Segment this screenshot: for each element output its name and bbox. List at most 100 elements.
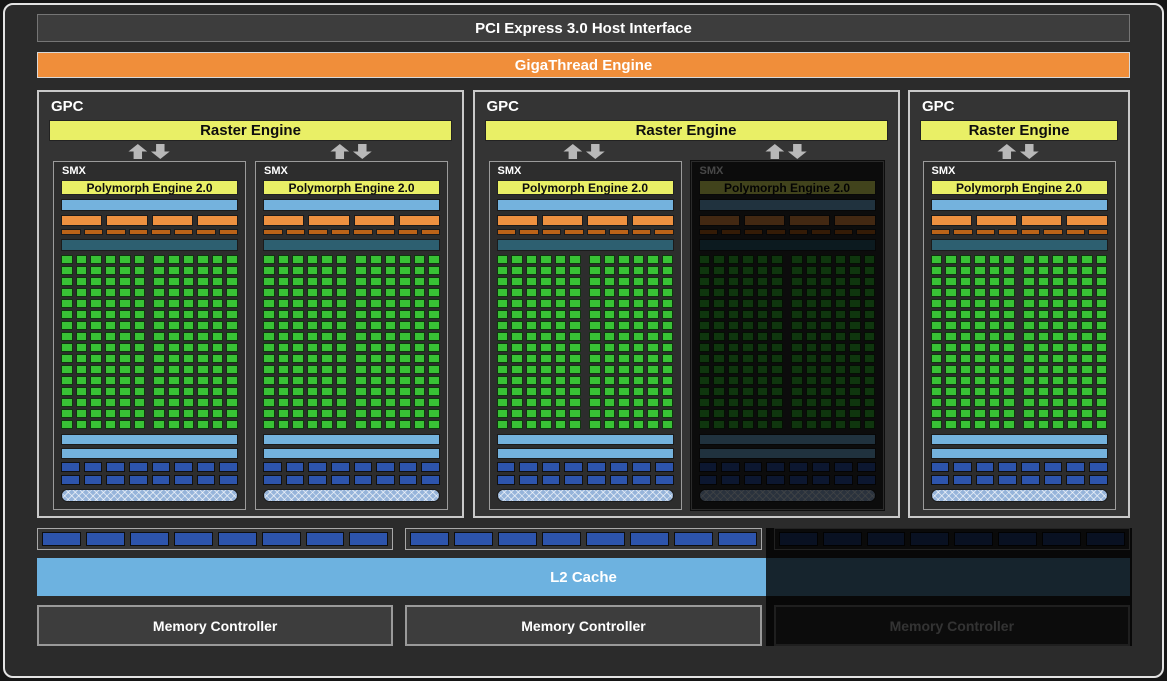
cuda-core	[496, 277, 509, 286]
cuda-core	[1081, 420, 1093, 429]
cuda-core	[849, 310, 861, 319]
cuda-core	[618, 277, 630, 286]
cuda-core	[168, 365, 180, 374]
cuda-core	[540, 332, 552, 341]
rop-unit	[349, 532, 389, 546]
core-row	[930, 288, 1108, 297]
arrow-row	[918, 144, 1120, 159]
cache-bar	[496, 434, 674, 445]
cuda-core	[384, 310, 397, 319]
dispatch-slot	[285, 229, 305, 235]
cuda-core	[277, 310, 290, 319]
cuda-core	[511, 376, 523, 385]
cuda-core	[771, 266, 783, 275]
cuda-core	[370, 277, 382, 286]
smx-label: SMX	[931, 165, 956, 177]
cuda-core	[90, 310, 102, 319]
cuda-core	[959, 409, 972, 418]
cuda-core	[820, 310, 832, 319]
ldst-unit	[376, 462, 395, 472]
cuda-core	[428, 332, 440, 341]
cuda-core	[727, 266, 740, 275]
cuda-core	[713, 365, 725, 374]
cuda-core	[698, 310, 711, 319]
rop-unit	[410, 532, 450, 546]
cuda-core	[496, 343, 509, 352]
cuda-core	[119, 310, 131, 319]
cuda-core	[75, 310, 88, 319]
pci-host-interface-bar: PCI Express 3.0 Host Interface	[37, 14, 1130, 42]
cuda-core	[727, 354, 740, 363]
cuda-core	[618, 321, 630, 330]
cuda-core	[756, 332, 769, 341]
cuda-core	[945, 288, 957, 297]
cuda-core	[525, 288, 538, 297]
cuda-core	[588, 255, 601, 264]
dispatch-slot	[586, 229, 606, 235]
warp-scheduler-slot	[398, 215, 440, 226]
cuda-core	[849, 354, 861, 363]
cuda-core	[321, 299, 333, 308]
cuda-core	[945, 266, 957, 275]
cuda-core	[413, 387, 426, 396]
cuda-core	[226, 387, 238, 396]
cuda-core	[133, 266, 146, 275]
cuda-core	[226, 299, 238, 308]
core-row	[496, 376, 674, 385]
cuda-core	[849, 321, 861, 330]
cuda-core	[713, 409, 725, 418]
cuda-core	[1081, 387, 1093, 396]
cuda-core	[756, 288, 769, 297]
cuda-core	[661, 255, 674, 264]
cuda-core	[119, 387, 131, 396]
cuda-core	[618, 398, 630, 407]
cuda-core	[1095, 343, 1108, 352]
cuda-core	[277, 332, 290, 341]
cuda-core	[413, 255, 426, 264]
cuda-core	[790, 255, 803, 264]
core-row	[61, 255, 238, 264]
cuda-core	[61, 376, 73, 385]
cuda-core	[698, 255, 711, 264]
ldst-unit	[587, 462, 606, 472]
ldst-grid	[930, 462, 1108, 485]
cuda-core	[168, 266, 180, 275]
cuda-core	[588, 310, 601, 319]
cuda-core	[511, 354, 523, 363]
cuda-core	[1003, 255, 1015, 264]
core-row	[496, 420, 674, 429]
cuda-core	[661, 288, 674, 297]
core-row	[930, 332, 1108, 341]
polymorph-engine-bar: Polymorph Engine 2.0	[930, 180, 1108, 195]
cuda-core	[263, 299, 275, 308]
cuda-core	[1095, 288, 1108, 297]
core-row	[698, 288, 876, 297]
cuda-core	[756, 365, 769, 374]
dispatch-slot	[1020, 229, 1040, 235]
ldst-grid	[61, 462, 238, 485]
cuda-core	[713, 321, 725, 330]
cuda-core	[226, 343, 238, 352]
cuda-core	[771, 343, 783, 352]
cuda-core	[413, 398, 426, 407]
ldst-unit	[698, 475, 718, 485]
cuda-core	[61, 409, 73, 418]
disabled-region-overlay	[765, 528, 1132, 646]
cuda-core	[1022, 420, 1035, 429]
cuda-core	[511, 255, 523, 264]
core-row	[496, 343, 674, 352]
cuda-core	[632, 376, 645, 385]
cuda-core	[618, 266, 630, 275]
cuda-core	[698, 288, 711, 297]
cuda-core	[771, 409, 783, 418]
cuda-core	[1066, 398, 1079, 407]
cuda-core	[988, 365, 1001, 374]
cuda-core	[168, 277, 180, 286]
cuda-core	[618, 376, 630, 385]
ldst-unit	[953, 475, 972, 485]
cuda-core	[226, 376, 238, 385]
cuda-core	[930, 398, 943, 407]
polymorph-engine-bar: Polymorph Engine 2.0	[61, 180, 238, 195]
cuda-core	[603, 310, 616, 319]
rop-unit	[717, 532, 757, 546]
